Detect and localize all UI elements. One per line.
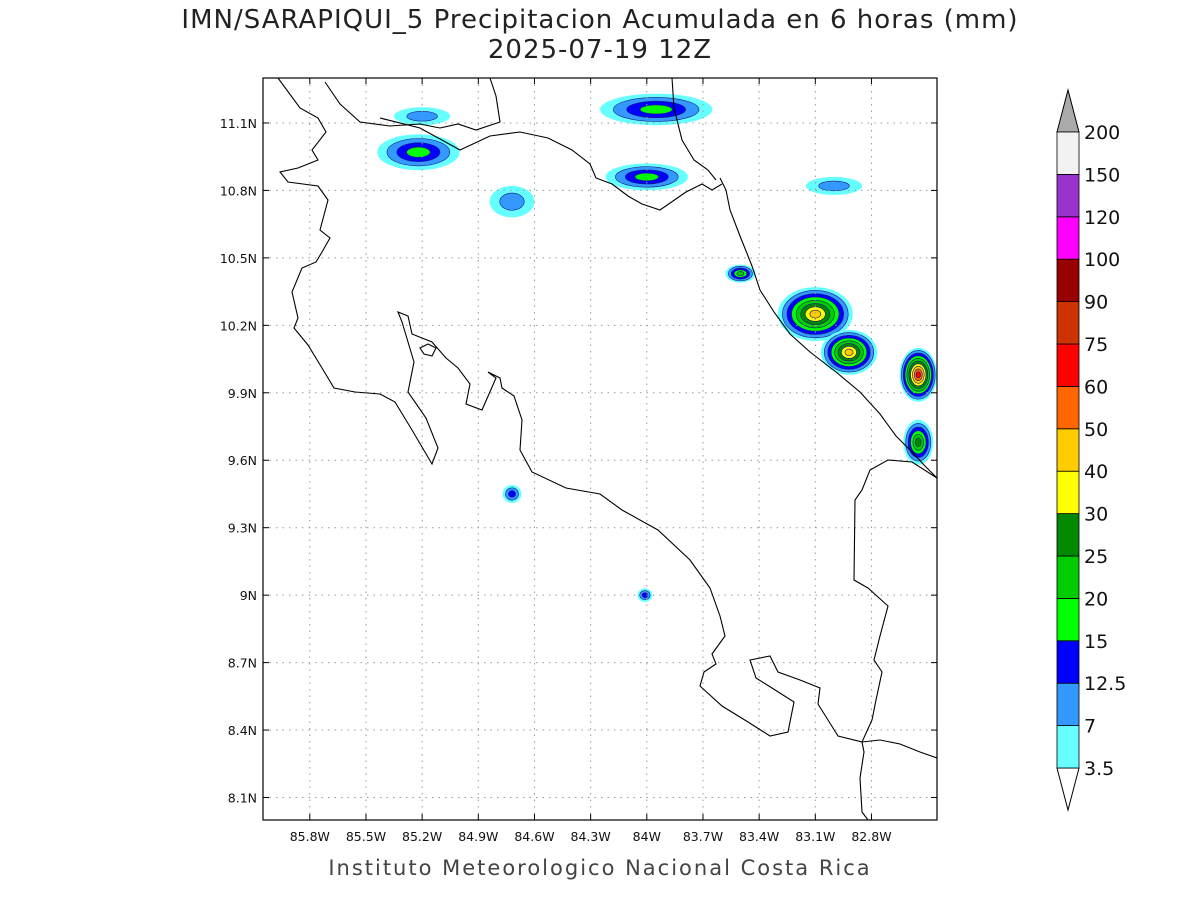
colorbar-swatch: [1056, 470, 1080, 515]
precip-contour: [844, 348, 854, 356]
precip-contour: [915, 371, 921, 379]
colorbar-label: 20: [1084, 588, 1108, 610]
colorbar-swatch: [1056, 385, 1080, 430]
colorbar-swatch: [1056, 428, 1080, 472]
colorbar-label: 90: [1084, 292, 1108, 314]
colorbar-label: 12.5: [1084, 673, 1126, 695]
lon-tick-label: 83.1W: [795, 829, 835, 844]
lon-tick-label: 85.5W: [346, 829, 386, 844]
precip-contour: [639, 104, 673, 115]
lat-tick-label: 10.8N: [220, 183, 257, 198]
island: [419, 343, 437, 357]
lon-tick-label: 84.6W: [514, 829, 554, 844]
colorbar-swatch: [1056, 555, 1080, 599]
precip-cell: [394, 107, 451, 126]
precip-cell: [899, 347, 937, 402]
colorbar-swatch: [1056, 725, 1080, 769]
precip-contour: [736, 271, 745, 276]
lon-tick-label: 83.4W: [739, 829, 779, 844]
precip-contour: [915, 437, 922, 447]
precipitation-layer: [377, 93, 937, 602]
lon-tick-label: 84W: [633, 829, 661, 844]
precip-contour: [508, 490, 516, 498]
lat-tick-label: 9.9N: [228, 386, 257, 401]
axis-ticks: 11.1N 10.8N 10.5N 10.2N 9.9N 9.6N 9.3N 9N 8.7N 8.…: [220, 78, 937, 844]
lon-tick-label: 82.8W: [851, 829, 891, 844]
precip-cell: [725, 264, 756, 283]
colorbar-bottom-arrow: [1056, 767, 1080, 812]
colorbar-label: 30: [1084, 504, 1108, 526]
lon-tick-label: 84.9W: [458, 829, 498, 844]
precip-cell: [637, 588, 653, 602]
colorbar-label: 75: [1084, 334, 1108, 356]
colorbar-swatch: [1056, 640, 1080, 684]
panama-coast: [861, 739, 937, 759]
lat-tick-label: 10.5N: [220, 251, 257, 266]
colorbar-swatch: [1056, 258, 1080, 303]
colorbar-label: 60: [1084, 376, 1108, 398]
graticule: [263, 78, 937, 820]
precip-cell: [777, 287, 853, 342]
lat-tick-label: 8.7N: [228, 656, 257, 671]
colorbar-swatch: [1056, 131, 1080, 175]
precip-contour: [499, 192, 525, 211]
colorbar-label: 100: [1084, 249, 1120, 271]
colorbar-label: 15: [1084, 631, 1108, 653]
colorbar: 3.5 7 12.5 15 20 25 30 40 50 60 75 90 100 120 150 200: [1056, 88, 1126, 812]
precip-cell: [377, 134, 460, 171]
precip-cell: [820, 329, 878, 375]
lat-tick-label: 10.2N: [220, 318, 257, 333]
lat-tick-label: 9.6N: [228, 453, 257, 468]
lake-nicaragua-shore: [324, 78, 501, 131]
lon-tick-label: 84.3W: [571, 829, 611, 844]
map-title: IMN/SARAPIQUI_5 Precipitacion Acumulada …: [181, 5, 1019, 35]
lat-tick-label: 8.1N: [228, 791, 257, 806]
san-juan-river: [671, 78, 717, 181]
colorbar-swatch: [1056, 513, 1080, 557]
lat-tick-label: 9N: [240, 588, 257, 603]
precip-contour: [818, 180, 850, 192]
colorbar-label: 50: [1084, 419, 1108, 441]
precip-cell: [489, 185, 535, 218]
colorbar-label: 150: [1084, 164, 1120, 186]
caribbean-coastline: [719, 177, 937, 479]
panama-border: [853, 459, 937, 743]
lon-tick-label: 83.7W: [683, 829, 723, 844]
nicaragua-border: [379, 117, 723, 211]
precip-cell: [805, 176, 863, 195]
precip-contour: [406, 146, 431, 158]
colorbar-swatch: [1056, 598, 1080, 642]
lat-tick-label: 8.4N: [228, 723, 257, 738]
colorbar-label: 40: [1084, 461, 1108, 483]
precip-cell: [600, 93, 713, 126]
lon-tick-label: 85.2W: [402, 829, 442, 844]
colorbar-swatch: [1056, 343, 1080, 387]
coastline-layer: [277, 78, 937, 820]
colorbar-label: 25: [1084, 546, 1108, 568]
footer-credit: Instituto Meteorologico Nacional Costa R…: [328, 856, 872, 880]
colorbar-swatch: [1056, 173, 1080, 218]
colorbar-swatch: [1056, 682, 1080, 727]
pacific-coastline: [277, 78, 869, 820]
colorbar-swatch: [1056, 216, 1080, 260]
colorbar-label: 3.5: [1084, 758, 1114, 780]
colorbar-top-arrow: [1056, 88, 1080, 133]
precip-contour: [406, 111, 438, 122]
lat-tick-label: 11.1N: [220, 116, 257, 131]
plot-frame: [262, 77, 938, 821]
map-subtitle: 2025-07-19 12Z: [487, 35, 713, 65]
lat-tick-label: 9.3N: [228, 521, 257, 536]
colorbar-swatch: [1056, 301, 1080, 345]
precip-contour: [809, 309, 822, 319]
colorbar-label: 7: [1084, 716, 1096, 738]
lon-tick-label: 85.8W: [290, 829, 330, 844]
precip-cell: [502, 484, 522, 503]
colorbar-label: 120: [1084, 207, 1120, 229]
colorbar-label: 200: [1084, 122, 1120, 144]
precip-cell: [903, 419, 934, 465]
